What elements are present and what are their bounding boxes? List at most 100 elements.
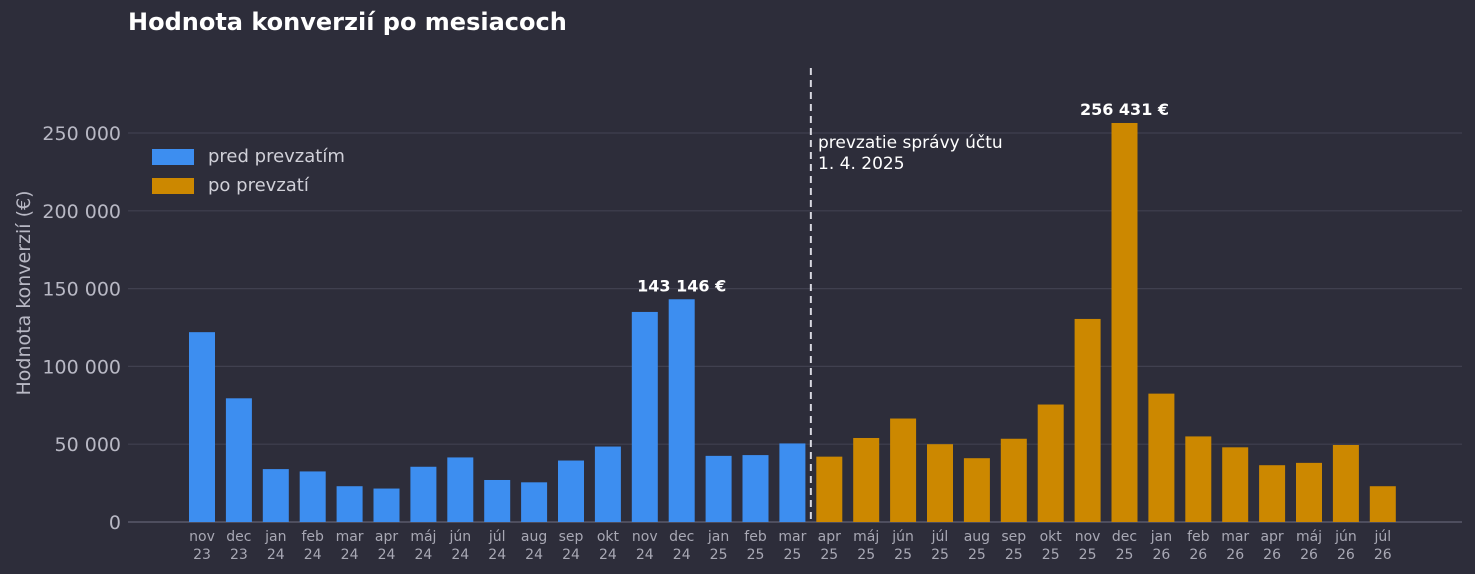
legend-label-after: po prevzatí [208,175,309,196]
x-tick-label-month: jún [448,529,471,545]
x-tick-label-month: feb [744,529,767,545]
bar [225,398,252,522]
x-tick-label-month: dec [226,529,251,545]
bar [1296,462,1322,522]
x-tick-label-year: 26 [1189,547,1207,563]
x-tick-label-year: 25 [1042,547,1060,563]
x-tick-label-year: 24 [414,547,432,563]
x-tick-label-year: 25 [1079,547,1097,563]
x-tick-label-year: 24 [525,547,543,563]
legend-item-after: po prevzatí [152,171,345,200]
bar [927,444,953,522]
x-tick-label-month: aug [964,529,990,545]
x-tick-label-month: jún [1334,529,1357,545]
x-tick-label-year: 26 [1374,547,1392,563]
x-tick-label-year: 24 [636,547,654,563]
bar [1037,404,1064,522]
bar [1259,465,1286,522]
x-tick-label-month: okt [597,529,620,545]
bar [1074,318,1101,522]
x-tick-label-year: 25 [968,547,986,563]
y-tick-label: 200 000 [42,201,121,223]
x-tick-label-month: okt [1040,529,1063,545]
x-tick-label-year: 25 [710,547,728,563]
bar [262,469,289,522]
y-tick-label: 250 000 [42,123,121,145]
bar [890,418,917,522]
bar [594,446,621,522]
x-tick-label-month: sep [559,529,584,545]
x-tick-label-year: 24 [562,547,580,563]
x-tick-label-month: apr [375,529,398,545]
bar [1111,122,1138,523]
x-tick-label-year: 26 [1300,547,1318,563]
x-tick-label-month: máj [1296,529,1322,545]
bar-value-label: 143 146 € [637,276,726,295]
bar [705,455,732,522]
x-tick-label-year: 26 [1152,547,1170,563]
y-tick-label: 100 000 [42,356,121,378]
bar [447,457,474,522]
bar [189,332,215,522]
x-tick-label-year: 24 [267,547,285,563]
bar [963,458,990,522]
x-tick-label-month: júl [488,529,506,545]
x-tick-label-month: máj [410,529,436,545]
x-tick-label-month: nov [1075,529,1101,545]
x-tick-label-month: mar [778,529,806,545]
x-tick-label-month: sep [1001,529,1026,545]
x-tick-label-year: 24 [341,547,359,563]
bar [1332,444,1359,522]
bar [1222,447,1249,522]
x-tick-label-month: jan [264,529,286,545]
x-tick-label-year: 24 [599,547,617,563]
x-tick-label-month: jan [1150,529,1172,545]
x-tick-label-month: nov [632,529,658,545]
bar [779,443,806,522]
x-tick-label-month: mar [1221,529,1249,545]
annotation-line-2: 1. 4. 2025 [818,154,905,174]
x-tick-label-year: 25 [820,547,838,563]
bar [521,482,548,522]
y-tick-label: 150 000 [42,279,121,301]
legend-swatch-after [152,177,194,194]
x-tick-label-year: 26 [1337,547,1355,563]
bar [742,455,769,522]
y-axis-label: Hodnota konverzií (€) [13,191,35,396]
x-tick-label-month: júl [931,529,949,545]
x-tick-label-month: apr [1260,529,1283,545]
x-tick-label-year: 26 [1226,547,1244,563]
legend-swatch-before [152,148,194,165]
x-tick-label-year: 25 [857,547,875,563]
x-tick-label-year: 24 [673,547,691,563]
bar [373,488,400,522]
x-tick-label-year: 25 [783,547,801,563]
x-tick-label-year: 24 [378,547,396,563]
x-tick-label-month: aug [521,529,547,545]
x-tick-label-year: 25 [894,547,912,563]
x-tick-label-year: 24 [488,547,506,563]
x-tick-label-year: 26 [1263,547,1281,563]
x-tick-label-month: feb [301,529,324,545]
x-tick-label-year: 25 [1005,547,1023,563]
x-tick-label-month: júl [1373,529,1391,545]
legend-label-before: pred prevzatím [208,146,345,167]
bar [853,437,880,522]
y-tick-label: 0 [109,512,121,534]
x-tick-label-month: apr [818,529,841,545]
bar [336,486,363,522]
x-tick-label-month: mar [336,529,364,545]
bar [631,311,658,522]
bar [484,479,511,522]
bar [1185,436,1212,522]
x-tick-label-month: nov [189,529,215,545]
bar [816,456,843,522]
x-tick-label-year: 25 [1116,547,1134,563]
x-tick-label-year: 25 [931,547,949,563]
bar [1148,393,1175,522]
annotation-line-1: prevzatie správy účtu [818,133,1003,153]
takeover-annotation: prevzatie správy účtu 1. 4. 2025 [818,133,1003,175]
x-tick-label-month: jan [707,529,729,545]
bar [668,299,695,522]
